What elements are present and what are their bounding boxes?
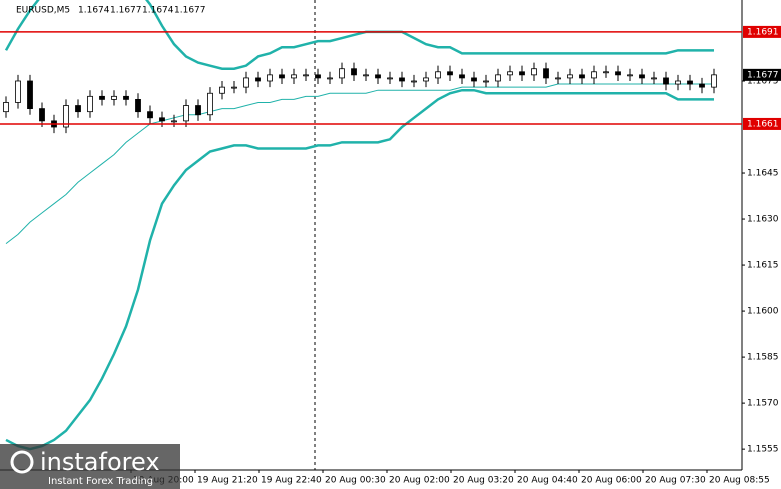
candle-body [699,83,705,88]
candle-body [219,86,225,94]
level-label: 1.1661 [747,119,779,129]
candle-body [291,74,297,79]
candle-body [183,105,189,122]
candle-body [207,92,213,116]
y-tick-label: 1.1600 [747,307,779,317]
candle-body [351,68,357,76]
candle-body [639,74,645,79]
candle-body [243,77,249,88]
candle-body [339,68,345,79]
candle-body [447,71,453,76]
candle-body [519,71,525,76]
candle-body [411,80,417,83]
candle-body [99,95,105,100]
watermark-icon [10,450,34,474]
level-box [743,25,781,38]
y-tick-label: 1.1675 [747,76,779,86]
candle-body [483,80,489,83]
candle-body [195,105,201,116]
current-price-label: 1.1677 [747,70,779,80]
y-tick-label: 1.1645 [747,169,779,179]
candle-body [231,86,237,89]
candle-body [387,77,393,80]
candle-body [171,120,177,123]
ohlc-close: 1.1677 [174,6,206,16]
candle-body [267,74,273,82]
candle-body [471,77,477,82]
x-tick-label: 19 Aug 21:20 [197,476,258,486]
candle-body [687,80,693,85]
candle-body [495,74,501,82]
candle-body [303,74,309,77]
candle-body [435,71,441,79]
candle-body [147,111,153,119]
candle-body [627,74,633,77]
candle-body [591,71,597,79]
candle-body [423,77,429,82]
candle-body [711,74,717,88]
candle-body [3,102,9,113]
indicator-line [5,88,714,451]
y-tick-label: 1.1555 [747,445,779,455]
x-tick-label: 20 Aug 06:00 [581,476,642,486]
candle-body [39,108,45,122]
x-tick-label: 20 Aug 04:40 [517,476,578,486]
candle-body [279,74,285,79]
candle-body [615,71,621,76]
candle-body [111,95,117,100]
candle-body [315,74,321,79]
candle-body [675,80,681,85]
candle-body [15,80,21,103]
y-tick-label: 1.1615 [747,261,779,271]
candle-body [135,98,141,113]
candle-body [543,68,549,79]
y-tick-label: 1.1585 [747,353,779,363]
candle-body [375,74,381,79]
watermark-brand: instaforex [40,448,160,476]
candle-body [459,74,465,79]
level-label: 1.1691 [747,27,779,37]
level-box [743,117,781,130]
candle-body [363,74,369,77]
x-tick-label: 20 Aug 00:30 [325,476,386,486]
candle-body [603,71,609,74]
candle-body [555,77,561,80]
watermark-tagline: Instant Forex Trading [48,476,153,487]
candle-body [579,74,585,79]
ohlc-open: 1.1674 [78,6,110,16]
candle-body [75,105,81,113]
ohlc-low: 1.1674 [142,6,174,16]
x-tick-label: 20 Aug 03:20 [453,476,514,486]
candle-body [507,71,513,76]
x-tick-label: 20 Aug 07:30 [645,476,706,486]
candle-body [159,117,165,122]
watermark: instaforex Instant Forex Trading [0,444,180,489]
indicator-line [4,0,714,70]
candle-body [399,77,405,82]
candle-body [87,95,93,113]
y-tick-label: 1.1630 [747,215,779,225]
candle-body [531,68,537,76]
candle-body [327,77,333,80]
indicator-line [5,83,714,244]
candle-body [63,105,69,128]
y-tick-label: 1.1570 [747,399,779,409]
ohlc-high: 1.1677 [110,6,142,16]
x-tick-label: 20 Aug 02:00 [389,476,450,486]
candle-body [651,77,657,80]
candle-body [27,80,33,110]
x-tick-label: 19 Aug 22:40 [261,476,322,486]
symbol: EURUSD,M5 [16,6,70,16]
x-tick-label: 20 Aug 08:55 [709,476,770,486]
current-price-box [743,68,781,81]
candle-body [663,77,669,85]
candle-body [123,95,129,100]
candle-body [255,77,261,82]
candle-body [567,74,573,79]
